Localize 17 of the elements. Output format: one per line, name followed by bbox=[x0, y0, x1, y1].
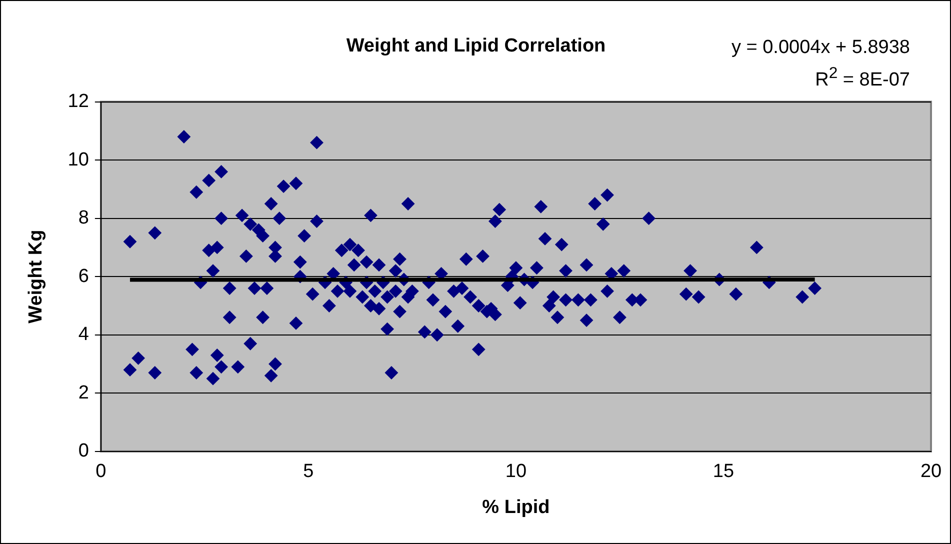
y-tick-label: 0 bbox=[78, 440, 89, 462]
y-tick-label: 6 bbox=[78, 266, 89, 287]
y-tick-label: 8 bbox=[78, 208, 89, 229]
chart-title: Weight and Lipid Correlation bbox=[346, 36, 606, 57]
y-tick-label: 2 bbox=[78, 382, 89, 404]
x-tick-label: 0 bbox=[96, 461, 106, 482]
x-axis-title: % Lipid bbox=[482, 496, 550, 518]
y-axis-title: Weight Kg bbox=[26, 230, 47, 324]
y-tick-label: 10 bbox=[68, 149, 89, 170]
y-tick-label: 12 bbox=[68, 91, 89, 112]
text: R$^{2}$ = 8E-07 bbox=[814, 64, 910, 92]
y-tick-label: 4 bbox=[78, 324, 90, 346]
x-tick-label: 20 bbox=[920, 461, 942, 482]
text: y = 0.0004x + 5.8938 bbox=[731, 36, 910, 60]
x-tick-label: 10 bbox=[505, 461, 527, 482]
x-tick-label: 15 bbox=[712, 461, 734, 482]
x-tick-label: 5 bbox=[303, 461, 314, 482]
